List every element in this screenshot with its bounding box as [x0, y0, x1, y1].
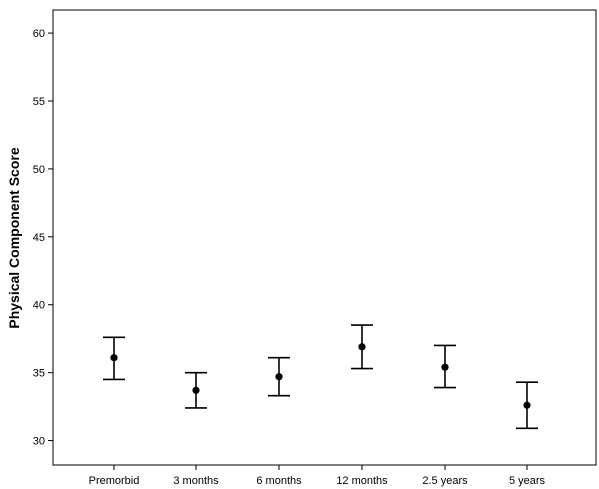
- x-tick-label: 5 years: [509, 475, 546, 487]
- plot-area: [52, 9, 597, 466]
- y-tick-label: 45: [33, 232, 45, 244]
- x-tick-label: 12 months: [336, 475, 388, 487]
- y-tick-label: 60: [33, 28, 45, 40]
- x-tick-label: 3 months: [173, 475, 219, 487]
- mean-point: [523, 401, 531, 409]
- y-axis-title: Physical Component Score: [6, 147, 22, 328]
- x-tick-label: 6 months: [256, 475, 302, 487]
- mean-point: [441, 363, 449, 371]
- y-tick-label: 55: [33, 96, 45, 108]
- mean-point: [110, 354, 118, 362]
- y-tick-label: 40: [33, 300, 45, 312]
- y-tick-label: 35: [33, 368, 45, 380]
- mean-point: [358, 343, 366, 351]
- x-axis: Premorbid 3 months 6 months 12 months 2.5 ye…: [89, 465, 546, 487]
- mean-point: [192, 386, 200, 394]
- y-tick-label: 50: [33, 164, 45, 176]
- y-axis: 30 35 40 45 50 55 60: [33, 28, 53, 448]
- y-tick-label: 30: [33, 436, 45, 448]
- x-tick-label: Premorbid: [89, 475, 140, 487]
- error-bars: [103, 324, 538, 430]
- x-tick-label: 2.5 years: [422, 475, 468, 487]
- mean-point: [275, 373, 283, 381]
